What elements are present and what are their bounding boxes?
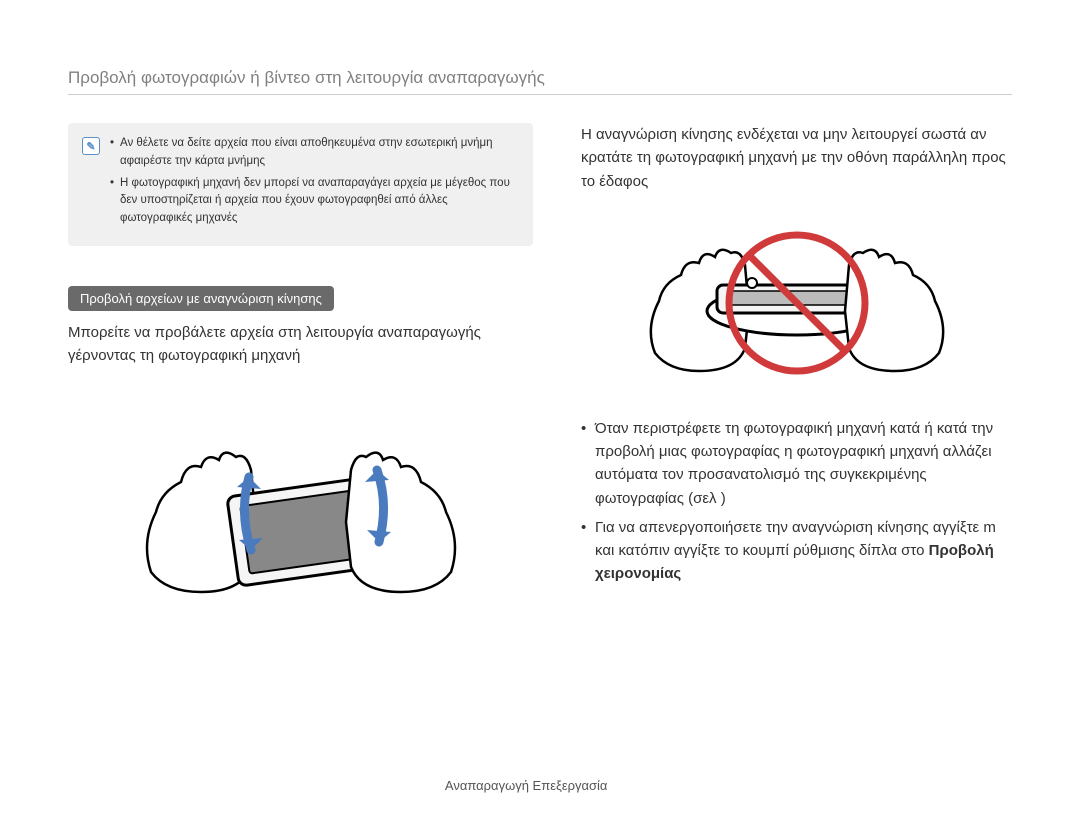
right-bullet-item: Όταν περιστρέφετε τη φωτογραφική μηχανή … (581, 417, 1012, 510)
column-left: ✎ Αν θέλετε να δείτε αρχεία που είναι απ… (68, 123, 533, 815)
page-title: Προβολή φωτογραφιών ή βίντεο στη λειτουρ… (68, 68, 1012, 88)
tilt-figure (68, 392, 533, 632)
column-right: Η αναγνώριση κίνησης ενδέχεται να μην λε… (581, 123, 1012, 815)
columns: ✎ Αν θέλετε να δείτε αρχεία που είναι απ… (68, 123, 1012, 815)
note-item: Η φωτογραφική μηχανή δεν μπορεί να αναπα… (110, 175, 519, 228)
bullet-text: Όταν περιστρέφετε τη φωτογραφική μηχανή … (595, 420, 993, 507)
tilt-illustration (131, 392, 471, 632)
right-intro-text: Η αναγνώριση κίνησης ενδέχεται να μην λε… (581, 123, 1012, 193)
right-bullet-list: Όταν περιστρέφετε τη φωτογραφική μηχανή … (581, 417, 1012, 586)
section-heading-chip: Προβολή αρχείων με αναγνώριση κίνησης (68, 286, 334, 311)
page-container: Προβολή φωτογραφιών ή βίντεο στη λειτουρ… (0, 0, 1080, 815)
page-footer: Αναπαραγωγή Επεξεργασία (0, 778, 1080, 793)
note-icon: ✎ (82, 137, 100, 155)
note-item: Αν θέλετε να δείτε αρχεία που είναι αποθ… (110, 135, 519, 171)
right-bullet-item: Για να απενεργοποιήσετε την αναγνώριση κ… (581, 516, 1012, 586)
prohibited-illustration (637, 203, 957, 393)
note-box: ✎ Αν θέλετε να δείτε αρχεία που είναι απ… (68, 123, 533, 246)
note-list: Αν θέλετε να δείτε αρχεία που είναι αποθ… (110, 135, 519, 232)
section-body-text: Μπορείτε να προβάλετε αρχεία στη λειτουρ… (68, 321, 533, 368)
page-header: Προβολή φωτογραφιών ή βίντεο στη λειτουρ… (68, 68, 1012, 95)
prohibited-figure (581, 203, 1012, 393)
footer-label: Αναπαραγωγή Επεξεργασία (445, 778, 608, 793)
